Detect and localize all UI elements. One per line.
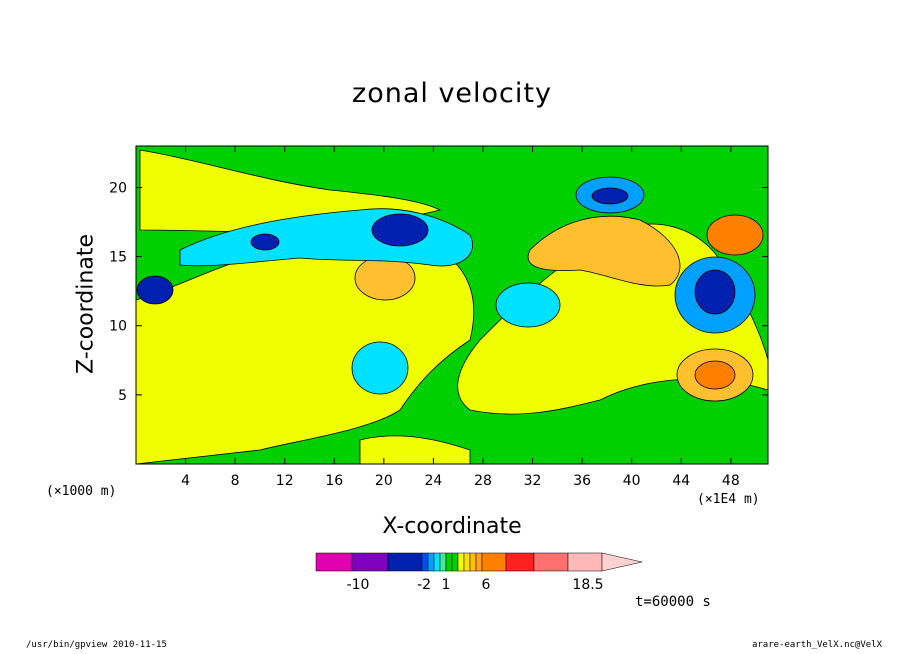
colorbar-segment [315,552,353,572]
x-tick-label: 48 [722,473,740,489]
colorbar-segment [421,552,429,572]
cyan-patch-lower [351,341,409,395]
y-tick-label: 5 [118,388,127,404]
colorbar-segment [533,552,569,572]
colorbar-segment [463,552,471,572]
colorbar-segment [439,552,447,572]
colorbar: -10 -2 1 6 18.5 [315,552,643,593]
x-tick-label: 28 [474,473,492,489]
orange-blob-right-upper [527,215,681,287]
colorbar-segment [451,552,459,572]
colorbar-segment [445,552,453,572]
plot-frame [135,145,769,465]
x-axis-unit: (×1E4 m) [697,492,760,507]
y-tick-label: 10 [109,319,127,335]
x-tick-label: 16 [325,473,343,489]
colorbar-label: -2 [417,577,431,593]
x-tick-label: 44 [672,473,690,489]
colorbar-segment [475,552,483,572]
x-tick-label: 36 [573,473,591,489]
footer-command: /usr/bin/gpview 2010-11-15 [26,640,167,650]
colorbar-segment [387,552,423,572]
x-tick-label: 12 [276,473,294,489]
colorbar-label: 6 [482,577,491,593]
x-tick-label: 24 [424,473,442,489]
y-tick-label: 20 [109,180,127,196]
colorbar-label: -10 [347,577,370,593]
footer-source: arare-earth_VelX.nc@VelX [751,640,882,650]
blue-core-top [591,187,629,205]
colorbar-label: 18.5 [572,577,603,593]
blue-core-right [694,269,736,315]
contour-field [136,146,768,464]
dark-orange-core-lower [694,360,736,390]
colorbar-segment [505,552,535,572]
y-axis-unit: (×1000 m) [46,484,117,499]
y-tick-label: 15 [109,250,127,266]
cyan-patch-center [495,282,561,328]
chart-title: zonal velocity [352,78,552,109]
x-tick-label: 20 [375,473,393,489]
colorbar-segment [567,552,603,572]
blue-core-left [136,275,174,305]
colorbar-segment [433,552,441,572]
blue-core-1 [371,213,429,247]
x-tick-label: 8 [231,473,240,489]
colorbar-segment [427,552,435,572]
colorbar-arrow [601,552,643,572]
colorbar-label: 1 [442,577,451,593]
x-tick-label: 4 [181,473,190,489]
blue-core-2 [250,233,280,251]
x-axis-label: X-coordinate [382,514,522,539]
colorbar-segment [469,552,477,572]
x-tick-label: 40 [623,473,641,489]
dark-orange-core-upper [706,214,764,256]
colorbar-segment [481,552,507,572]
x-tick-label: 32 [524,473,542,489]
yellow-region-bottom [359,435,471,464]
colorbar-segment [457,552,465,572]
time-label: t=60000 s [635,594,711,610]
colorbar-segment [351,552,389,572]
